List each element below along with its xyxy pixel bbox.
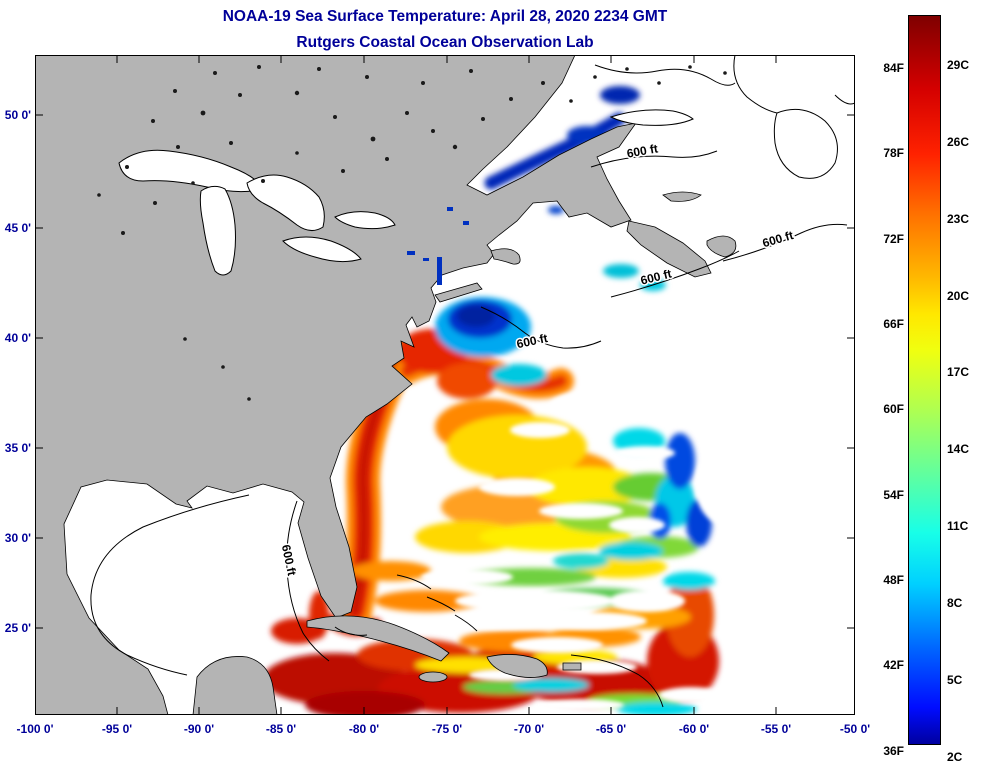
colorbar-f-label: 78F [883,146,904,160]
nova-scotia [626,220,712,278]
colorbar-c-label: 23C [947,212,970,226]
axis-tick-marks [35,55,855,715]
colorbar-f-label: 48F [883,573,904,587]
page-title: NOAA-19 Sea Surface Temperature: April 2… [35,4,855,56]
colorbar-c-label: 14C [947,442,970,456]
great-lakes [118,149,396,276]
x-tick-label: -85 0' [265,722,297,736]
colorbar-f-label: 36F [883,744,904,758]
colorbar-c-label: 17C [947,365,970,379]
y-tick-label: 50 0' [4,108,31,122]
x-tick-label: -65 0' [595,722,627,736]
colorbar-c-label: 8C [947,596,963,610]
long-island [434,282,483,303]
x-tick-label: -70 0' [513,722,545,736]
y-tick-label: 30 0' [4,531,31,545]
x-tick-label: -75 0' [431,722,463,736]
land-masses [34,54,737,716]
x-tick-label: -100 0' [16,722,54,736]
y-tick-label: 45 0' [4,221,31,235]
colorbar-gradient [908,15,941,745]
cape-breton [706,235,737,258]
colorbar-c-label: 26C [947,135,970,149]
newfoundland [773,108,838,179]
colorbar-c-label: 5C [947,673,963,687]
y-tick-label: 25 0' [4,621,31,635]
title-line-2: Rutgers Coastal Ocean Observation Lab [296,34,594,51]
x-tick-label: -80 0' [348,722,380,736]
colorbar-c-label: 2C [947,750,963,764]
x-tick-label: -55 0' [760,722,792,736]
plot-frame [35,55,855,715]
x-tick-label: -60 0' [678,722,710,736]
mainland-north-america [34,54,637,716]
x-tick-label: -50 0' [839,722,871,736]
y-tick-label: 35 0' [4,441,31,455]
anticosti-island [609,109,694,126]
lake-ontario [334,211,396,230]
x-tick-label: -95 0' [101,722,133,736]
yucatan [192,656,278,716]
map-plot: 600 ft 600 ft 600 ft 600 ft 600 ft [34,54,856,719]
colorbar-c-label: 29C [947,58,970,72]
hispaniola [486,654,548,678]
map-svg: 600 ft 600 ft 600 ft 600 ft 600 ft [34,54,856,719]
jamaica [418,671,448,683]
lake-michigan [199,185,236,276]
lake-erie [282,236,362,263]
prince-edward-island [662,191,702,202]
inland-lake-speckles [97,65,727,401]
colorbar-f-label: 66F [883,317,904,331]
colorbar-f-label: 84F [883,61,904,75]
colorbar-c-label: 11C [947,519,969,533]
colorbar-f-label: 54F [883,488,904,502]
bathymetry-contours [90,150,848,708]
y-tick-label: 40 0' [4,331,31,345]
title-line-1: NOAA-19 Sea Surface Temperature: April 2… [222,8,668,25]
colorbar-c-label: 20C [947,289,970,303]
lake-huron [246,174,325,231]
x-tick-label: -90 0' [183,722,215,736]
colorbar-f-label: 60F [883,402,904,416]
cold-inland-water [407,207,469,285]
colorbar-f-label: 72F [883,232,904,246]
puerto-rico [562,662,582,671]
colorbar-f-label: 42F [883,658,904,672]
cape-cod [490,248,521,265]
newfoundland-outlines [594,54,856,179]
